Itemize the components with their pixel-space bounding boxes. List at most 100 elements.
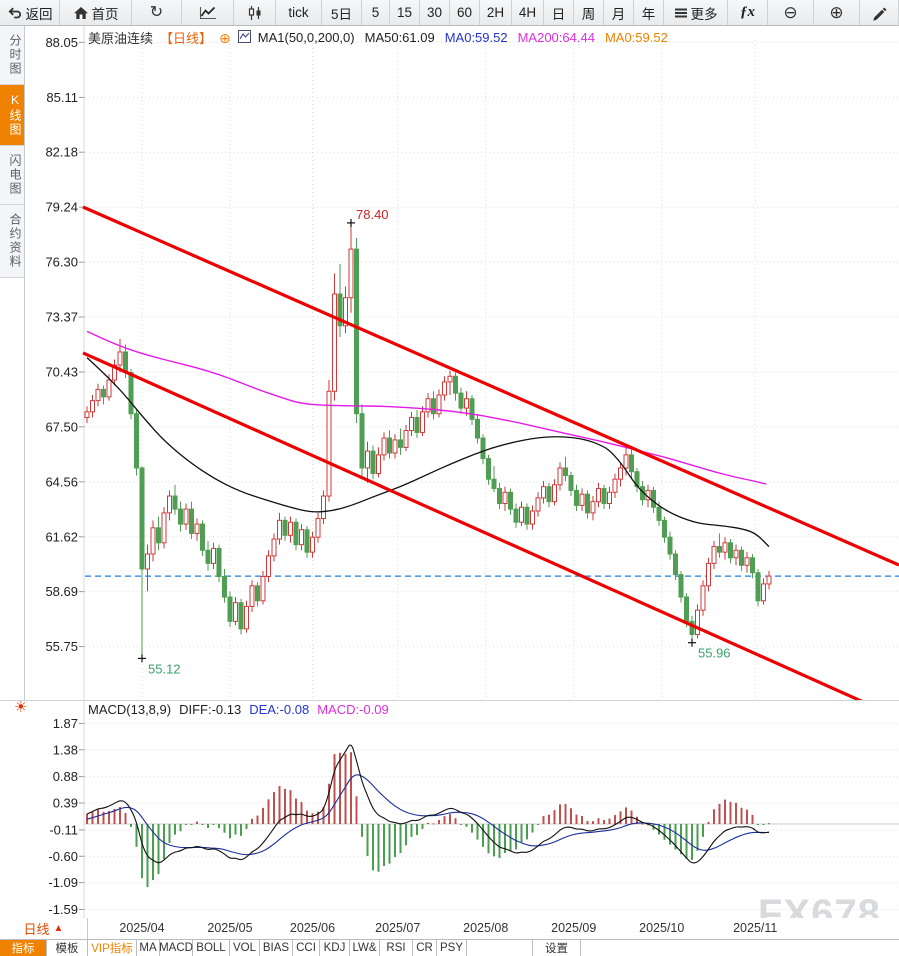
ma-legend-item: MA0:59.52 (604, 30, 668, 45)
period-badge: 【日线】 (160, 31, 213, 46)
toolbar-button-year[interactable]: 年 (634, 0, 664, 25)
bottom-menu: 指标 模板 VIP指标 MA MACD BOLL VOL BIAS CCI KDJ LW& RSI CR… (0, 940, 899, 956)
toolbar-button-label: 首页 (91, 6, 119, 22)
period-selector[interactable]: 日线 ▲ (0, 918, 88, 939)
toolbar-button-back[interactable]: 返回 (0, 0, 60, 25)
toolbar-button-zoom-out[interactable]: ⊖ (768, 0, 814, 25)
bottom-menu-indicator[interactable]: 指标 (0, 940, 47, 956)
toolbar-button-5-day[interactable]: 5日 (322, 0, 362, 25)
toolbar-button-label: 15 (396, 5, 413, 20)
svg-text:82.18: 82.18 (45, 145, 78, 160)
ma-legend-item: MA0:59.52 (444, 30, 508, 45)
indicator-settings-sun-icon[interactable]: ☀ (14, 699, 28, 716)
svg-text:0.88: 0.88 (53, 769, 78, 784)
main-chart-canvas[interactable]: 88.05 85.11 82.18 79.24 76.30 73.37 70.43 67.50… (0, 26, 899, 700)
ma-legend-item: MA200:64.44 (517, 30, 595, 45)
toolbar-button-label: 30 (426, 5, 443, 20)
ma-legend-item: MA50:61.09 (364, 30, 435, 45)
x-axis-month-label: 2025/04 (119, 921, 165, 935)
bottom-menu-boll[interactable]: BOLL (193, 940, 230, 956)
period-selector-label: 日线 (23, 922, 50, 937)
toolbar-button-label: 5日 (330, 6, 352, 22)
bottom-menu-cr[interactable]: CR (413, 940, 437, 956)
toolbar-button-home[interactable]: 首页 (60, 0, 132, 25)
toolbar-button-60-min[interactable]: 60 (450, 0, 480, 25)
toolbar-button-label: 2H (486, 5, 505, 20)
toolbar-button-label: 60 (456, 5, 473, 20)
toolbar-button-label: 4H (518, 5, 537, 20)
bottom-menu-template[interactable]: 模板 (47, 940, 88, 956)
home-icon (73, 5, 89, 21)
toolbar-button-fx-formula[interactable]: ƒx (728, 0, 768, 25)
chart-type-icon (237, 29, 251, 46)
top-toolbar: 返回 首页 ↻ tick 5日 5 15 30 60 2H 4H 日周月年 更多 ƒx ⊖ ⊕ (0, 0, 899, 26)
bottom-menu-cci[interactable]: CCI (293, 940, 320, 956)
toolbar-button-4-hour[interactable]: 4H (512, 0, 544, 25)
sidebar-item-kline-chart[interactable]: K线图 (0, 85, 24, 146)
bottom-menu-lwr[interactable]: LW& (350, 940, 380, 956)
price-annotation: 78.40 (356, 207, 389, 222)
bottom-menu-rsi[interactable]: RSI (380, 940, 413, 956)
bottom-menu-bias[interactable]: BIAS (260, 940, 293, 956)
toolbar-button-more[interactable]: 更多 (664, 0, 728, 25)
toolbar-button-label: 5 (371, 5, 380, 20)
bottom-menu-vip-indicator[interactable]: VIP指标 (88, 940, 137, 956)
sidebar-item-time-share-chart[interactable]: 分时图 (0, 26, 24, 85)
toolbar-button-2-hour[interactable]: 2H (480, 0, 512, 25)
macd-legend-item: DEA:-0.08 (249, 702, 310, 717)
more-icon (674, 6, 688, 20)
svg-text:85.11: 85.11 (46, 90, 78, 105)
toolbar-button-30-min[interactable]: 30 (420, 0, 450, 25)
svg-text:64.56: 64.56 (45, 474, 78, 489)
bottom-menu-macd[interactable]: MACD (159, 940, 193, 956)
svg-text:70.43: 70.43 (45, 365, 78, 380)
toolbar-button-15-min[interactable]: 15 (390, 0, 420, 25)
back-icon (7, 5, 23, 21)
toolbar-button-zoom-in[interactable]: ⊕ (814, 0, 860, 25)
chart-header: 美原油连续 【日线】 ⊕ MA1(50,0,200,0) MA50:61.09 MA… (88, 28, 668, 47)
svg-text:88.05: 88.05 (45, 35, 78, 50)
toolbar-button-week[interactable]: 周 (574, 0, 604, 25)
macd-legend-item: MACD(13,8,9) (88, 702, 172, 717)
bottom-menu-psy[interactable]: PSY (437, 940, 467, 956)
macd-canvas[interactable]: 1.87 1.38 0.88 0.39 -0.11 -0.60 -1.09 -1.59 (0, 700, 899, 918)
toolbar-button-refresh[interactable]: ↻ (132, 0, 182, 25)
period-arrow-icon: ▲ (53, 923, 64, 934)
bottom-menu-vol[interactable]: VOL (230, 940, 260, 956)
toolbar-button-draw[interactable] (860, 0, 899, 25)
kline-mode-icon (247, 5, 263, 21)
toolbar-button-kline-mode[interactable] (234, 0, 276, 25)
toolbar-button-line-chart-mode[interactable] (182, 0, 234, 25)
toolbar-button-day[interactable]: 日 (544, 0, 574, 25)
x-axis-month-label: 2025/11 (733, 921, 778, 935)
macd-legend-item: DIFF:-0.13 (179, 702, 242, 717)
toolbar-button-tick[interactable]: tick (276, 0, 322, 25)
panel-divider (0, 700, 899, 701)
toolbar-button-label: 年 (641, 6, 656, 22)
bottom-menu-kdj[interactable]: KDJ (320, 940, 350, 956)
refresh-icon: ↻ (149, 3, 164, 21)
x-axis-month-label: 2025/05 (207, 921, 253, 935)
add-indicator-icon[interactable]: ⊕ (219, 29, 231, 46)
x-axis-month-label: 2025/08 (463, 921, 509, 935)
toolbar-button-month[interactable]: 月 (604, 0, 634, 25)
x-axis-month-label: 2025/09 (551, 921, 597, 935)
symbol-name: 美原油连续 (88, 31, 154, 46)
line-chart-mode-icon (198, 5, 218, 21)
svg-text:1.87: 1.87 (53, 716, 78, 731)
toolbar-button-label: 周 (581, 6, 596, 22)
sidebar-item-contract-info[interactable]: 合约资料 (0, 205, 24, 278)
svg-text:73.37: 73.37 (45, 310, 78, 325)
toolbar-button-label: 日 (551, 6, 566, 22)
bottom-menu-ma[interactable]: MA (137, 940, 160, 956)
bottom-menu-spacer (467, 940, 533, 956)
toolbar-button-label: 月 (611, 6, 626, 22)
bottom-menu-settings[interactable]: 设置 (533, 940, 581, 956)
toolbar-button-label: 更多 (690, 6, 718, 22)
sidebar-item-lightning-chart[interactable]: 闪电图 (0, 146, 24, 205)
svg-text:55.75: 55.75 (45, 639, 78, 654)
svg-text:-1.09: -1.09 (48, 875, 78, 890)
toolbar-button-5-min[interactable]: 5 (362, 0, 390, 25)
svg-text:0.39: 0.39 (53, 796, 78, 811)
